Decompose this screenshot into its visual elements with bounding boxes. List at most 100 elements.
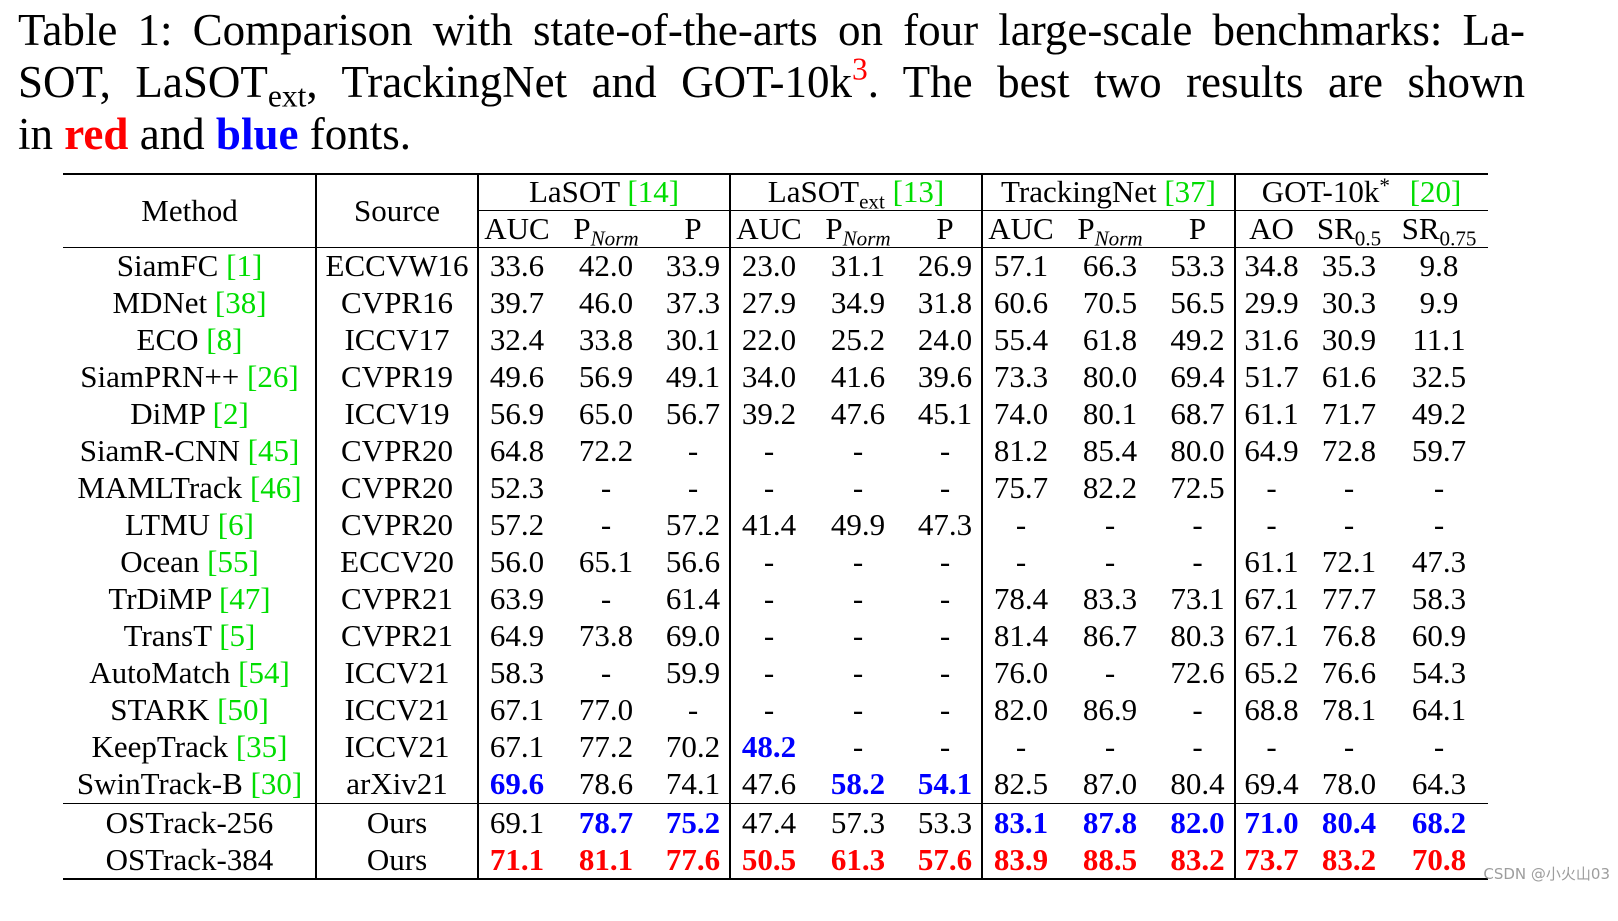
lasot-auc-cell: 39.7: [489, 285, 545, 320]
lasot-ext-auc-cell: -: [763, 470, 775, 505]
got10k-sr075-cell: 64.1: [1411, 692, 1467, 727]
method-cell: LTMU [6]: [63, 506, 316, 543]
table-row: MDNet [38] CVPR16 39.7 46.0 37.3 27.9 34.9 31.8…: [63, 284, 1488, 321]
got10k-ao-cell: 65.2: [1244, 655, 1299, 690]
source-cell: ICCV17: [316, 321, 478, 358]
lasot-ext-p-cell: 39.6: [917, 359, 973, 394]
lasot-p-norm-cell: 46.0: [578, 285, 634, 320]
lasot-ext-auc-cell: -: [763, 692, 775, 727]
got10k-sr075-cell: 64.3: [1411, 766, 1467, 801]
lasot-p-cell: 74.1: [665, 766, 721, 801]
got10k-ao-cell: 51.7: [1244, 359, 1299, 394]
method-name: TrDiMP: [108, 581, 212, 616]
got10k-sr050-cell: 71.7: [1321, 396, 1377, 431]
method-cell: Ocean [55]: [63, 543, 316, 580]
trackingnet-header: TrackingNet [37]: [982, 173, 1235, 210]
lasot-ext-p-cell: 54.1: [917, 766, 973, 801]
lasot-p-cell: 75.2: [665, 805, 721, 840]
got10k-title-asterisk: *: [1379, 173, 1390, 198]
trackingnet-p-norm-cell: 80.1: [1082, 396, 1138, 431]
lasot-ext-p-cell: -: [939, 692, 951, 727]
lasot-p-cell: 61.4: [665, 581, 721, 616]
lasot-p-header: P: [684, 211, 702, 246]
source-header: Source: [353, 192, 441, 228]
trackingnet-p-cell: -: [1192, 692, 1203, 727]
trackingnet-p-norm-cell: 66.3: [1082, 248, 1138, 283]
metric-main: P: [1077, 211, 1095, 246]
ours-row: OSTrack-256 Ours 69.1 78.7 75.2 47.4 57.3 53.3 8…: [63, 804, 1488, 841]
source-cell: CVPR21: [316, 580, 478, 617]
lasot-ext-p-cell: 45.1: [917, 396, 973, 431]
method-name: MAMLTrack: [77, 470, 243, 505]
column-divider: [981, 173, 983, 880]
ours-separator-rule: [63, 802, 1488, 804]
lasot-header: LaSOT [14]: [478, 173, 730, 210]
header-row-metrics: AUC PNorm P AUC PNorm P AUC PNorm P AO S…: [63, 210, 1488, 251]
trackingnet-auc-cell: 81.2: [993, 433, 1049, 468]
got10k-ao-cell: 61.1: [1244, 396, 1299, 431]
got10k-ao-cell: 68.8: [1244, 692, 1299, 727]
comparison-table: Method Source LaSOT [14] LaSOText [13] T…: [63, 173, 1488, 882]
lasot-p-cell: -: [687, 470, 699, 505]
source-cell: ICCV21: [316, 691, 478, 728]
lasot-ext-auc-cell: 34.0: [741, 359, 797, 394]
got10k-sr075-cell: 70.8: [1411, 842, 1467, 877]
trackingnet-p-cell: 69.4: [1170, 359, 1225, 394]
source-cell: Ours: [316, 804, 478, 841]
trackingnet-citation: [37]: [1164, 174, 1216, 209]
source-venue: ICCV19: [344, 396, 450, 431]
metric-main: P: [573, 211, 591, 246]
got10k-ao-header: AO: [1249, 211, 1294, 246]
top-rule: [63, 173, 1488, 175]
lasot-ext-auc-cell: -: [763, 544, 775, 579]
trackingnet-p-norm-cell: 88.5: [1082, 842, 1138, 877]
lasot-ext-p-cell: -: [939, 618, 951, 653]
got10k-ao-cell: 64.9: [1244, 433, 1299, 468]
source-venue: ECCVW16: [325, 248, 469, 283]
trackingnet-p-cell: -: [1192, 507, 1203, 542]
got10k-ao-cell: 71.0: [1244, 805, 1299, 840]
caption-red-word: red: [64, 109, 129, 159]
method-name: DiMP: [130, 396, 205, 431]
table-row: ECO [8] ICCV17 32.4 33.8 30.1 22.0 25.2 24.0 55.…: [63, 321, 1488, 358]
got10k-ao-cell: 69.4: [1244, 766, 1299, 801]
got10k-ao-cell: 61.1: [1244, 544, 1299, 579]
trackingnet-auc-cell: 78.4: [993, 581, 1049, 616]
lasot-ext-p-cell: 31.8: [917, 285, 973, 320]
lasot-ext-p-norm-cell: -: [852, 729, 864, 764]
method-name: Ocean: [120, 544, 200, 579]
trackingnet-p-norm-cell: 70.5: [1082, 285, 1138, 320]
source-cell: CVPR16: [316, 284, 478, 321]
citation: [55]: [207, 544, 259, 579]
citation: [50]: [217, 692, 269, 727]
ours-row: OSTrack-384 Ours 71.1 81.1 77.6 50.5 61.3 57.6 8…: [63, 841, 1488, 878]
got10k-sr050-cell: 35.3: [1321, 248, 1377, 283]
lasot-ext-p-cell: 26.9: [917, 248, 973, 283]
lasot-ext-p-norm-cell: 34.9: [830, 285, 886, 320]
got10k-sr075-cell: 9.9: [1419, 285, 1459, 320]
lasot-ext-p-norm-cell: -: [852, 655, 864, 690]
got10k-title: GOT-10k: [1261, 174, 1380, 209]
trackingnet-auc-cell: -: [1015, 507, 1027, 542]
lasot-auc-cell: 33.6: [489, 248, 545, 283]
table-row: KeepTrack [35] ICCV21 67.1 77.2 70.2 48.2 - - - -…: [63, 728, 1488, 765]
source-venue: ICCV21: [344, 655, 450, 690]
lasot-p-norm-cell: 56.9: [578, 359, 634, 394]
lasot-auc-cell: 58.3: [489, 655, 545, 690]
trackingnet-auc-cell: -: [1015, 544, 1027, 579]
metric-main: SR: [1316, 211, 1355, 246]
method-cell: ECO [8]: [63, 321, 316, 358]
metric-subscript: 0.5: [1354, 226, 1382, 251]
got10k-sr075-cell: 60.9: [1411, 618, 1467, 653]
lasot-p-cell: 49.1: [665, 359, 721, 394]
table-row: AutoMatch [54] ICCV21 58.3 - 59.9 - - - 76.0 - 72.…: [63, 654, 1488, 691]
trackingnet-p-norm-cell: 87.0: [1082, 766, 1138, 801]
metric-main: SR: [1401, 211, 1440, 246]
trackingnet-p-cell: 68.7: [1170, 396, 1225, 431]
trackingnet-p-cell: 49.2: [1170, 322, 1225, 357]
source-venue: CVPR19: [341, 359, 453, 394]
caption-text: , TrackingNet and GOT-10k: [306, 57, 852, 107]
citation: [47]: [218, 581, 271, 616]
header-row-benchmarks: Method Source LaSOT [14] LaSOText [13] T…: [63, 173, 1488, 228]
lasot-p-cell: 69.0: [665, 618, 721, 653]
